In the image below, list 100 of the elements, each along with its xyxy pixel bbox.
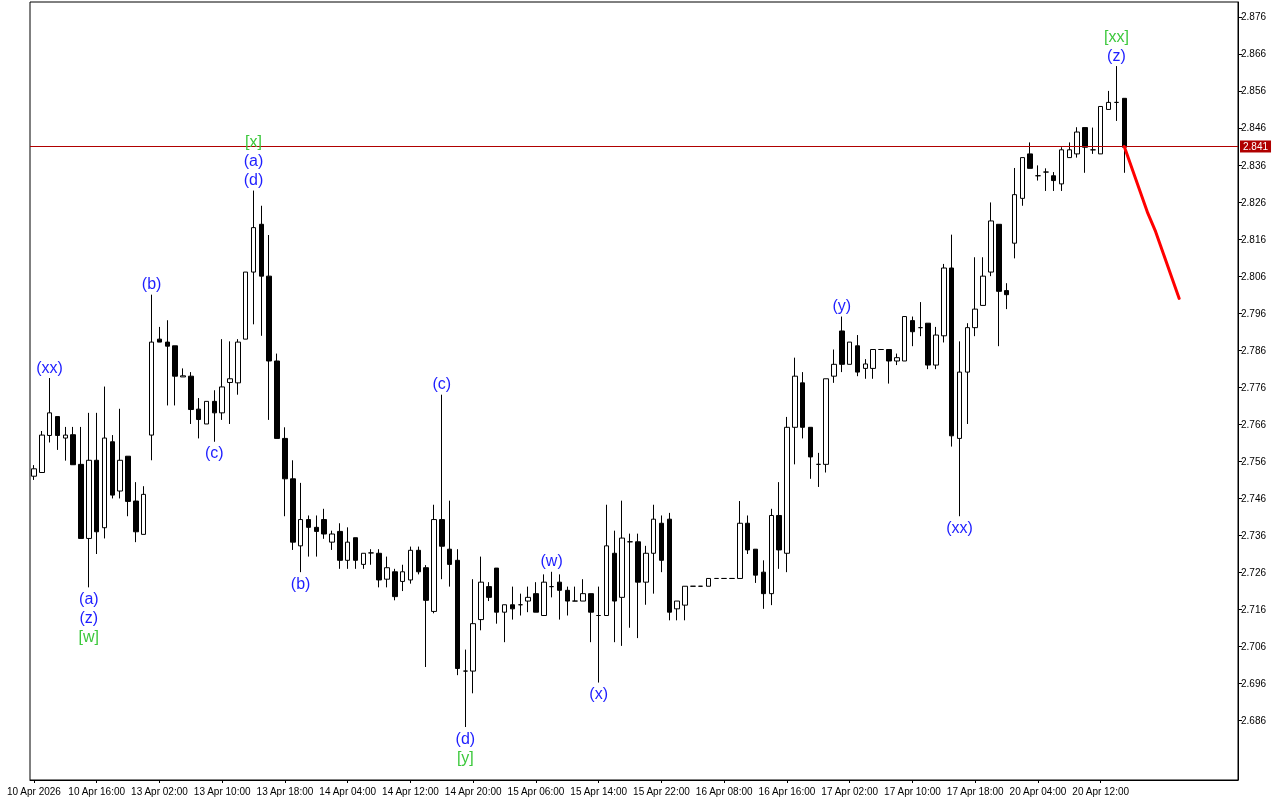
candlestick [494, 567, 499, 625]
candlestick [674, 600, 680, 621]
candlestick [855, 334, 860, 377]
candlestick [416, 546, 421, 575]
candlestick [274, 353, 280, 439]
candlestick [361, 552, 366, 570]
candlestick [870, 349, 876, 380]
candlestick [204, 400, 209, 425]
candlestick [353, 537, 358, 570]
candlestick [604, 504, 609, 617]
candlestick [502, 604, 507, 643]
candlestick [102, 386, 107, 539]
ref-line-label: 2.841 [1243, 140, 1269, 152]
y-tick-label: 2.876 [1241, 11, 1267, 23]
candlestick [1067, 141, 1072, 159]
x-tick-label: 17 Apr 18:00 [946, 785, 1005, 797]
candlestick [972, 256, 978, 337]
y-tick-label: 2.826 [1241, 196, 1267, 208]
candlestick [384, 556, 390, 588]
candlestick [141, 485, 146, 535]
candlestick [94, 412, 99, 555]
candlestick [596, 586, 601, 684]
y-tick-label: 2.856 [1241, 85, 1267, 97]
candlestick [266, 234, 272, 421]
annotation: (x) [589, 685, 609, 703]
candlestick [149, 294, 154, 461]
x-tick-label: 16 Apr 16:00 [758, 785, 816, 797]
candlestick [298, 482, 303, 573]
x-tick-label: 13 Apr 10:00 [193, 785, 251, 797]
y-tick-label: 2.696 [1241, 678, 1267, 690]
x-tick-label: 20 Apr 12:00 [1072, 785, 1130, 797]
candlestick [518, 593, 523, 617]
candlestick [800, 371, 805, 439]
candlestick [996, 223, 1002, 347]
candlestick [549, 571, 554, 598]
candlestick [761, 559, 766, 610]
candlestick [612, 530, 617, 643]
candlestick [635, 533, 641, 639]
candlestick [659, 514, 664, 573]
candlestick [227, 340, 233, 425]
candlestick [345, 526, 350, 570]
candlestick [463, 649, 468, 728]
x-tick-label: 14 Apr 04:00 [319, 785, 377, 797]
candlestick [212, 389, 217, 443]
x-tick-label: 17 Apr 10:00 [884, 785, 942, 797]
candlestick [918, 301, 923, 337]
candlestick [1020, 157, 1025, 207]
candlestick [219, 338, 225, 421]
candlestick [776, 481, 782, 570]
x-tick-label: 13 Apr 02:00 [131, 785, 189, 797]
x-tick-label: 16 Apr 08:00 [695, 785, 753, 797]
candlestick [957, 340, 962, 517]
line-series [1122, 144, 1181, 300]
candlestick [447, 500, 452, 588]
candlestick [39, 430, 45, 473]
candlestick [541, 573, 547, 617]
candlestick [753, 548, 758, 584]
candlestick [125, 455, 131, 517]
candlestick [400, 564, 405, 592]
annotation: [x] [245, 133, 262, 151]
candlestick [565, 586, 570, 617]
annotation: (xx) [946, 518, 973, 536]
candlestick [180, 367, 186, 378]
candlestick [1012, 167, 1017, 259]
candlestick [70, 426, 76, 466]
annotation: (d) [455, 729, 476, 747]
candlestick [1035, 164, 1041, 182]
candlestick [667, 512, 672, 621]
y-tick-label: 2.716 [1241, 604, 1267, 616]
annotation: (xx) [36, 358, 63, 376]
candlestick [314, 514, 319, 558]
candlestick [933, 326, 939, 370]
candlestick [910, 316, 915, 347]
candlestick [831, 349, 837, 384]
candlestick [1082, 127, 1088, 174]
y-tick-label: 2.756 [1241, 455, 1267, 467]
candlestick [282, 426, 288, 517]
x-tick-label: 13 Apr 18:00 [256, 785, 314, 797]
candlestick [439, 394, 445, 580]
y-tick-label: 2.776 [1241, 381, 1267, 393]
candlestick [902, 316, 907, 362]
candlestick [533, 581, 539, 613]
candlestick [243, 271, 248, 340]
annotation: (c) [205, 444, 224, 462]
candlestick [1074, 126, 1080, 159]
candlestick [157, 326, 162, 343]
candlestick [47, 377, 52, 443]
candlestick [1098, 105, 1103, 155]
candlestick [651, 504, 656, 595]
candlestick [525, 586, 531, 613]
y-tick-label: 2.846 [1241, 122, 1267, 134]
y-tick-label: 2.836 [1241, 159, 1267, 171]
candlestick [572, 586, 578, 602]
y-tick-label: 2.766 [1241, 418, 1267, 430]
candlestick [1106, 90, 1111, 110]
annotation: (a) [243, 152, 264, 170]
annotation: (y) [832, 297, 852, 315]
candlestick [235, 338, 241, 396]
candlestick [1051, 171, 1056, 192]
candlestick [839, 316, 845, 373]
